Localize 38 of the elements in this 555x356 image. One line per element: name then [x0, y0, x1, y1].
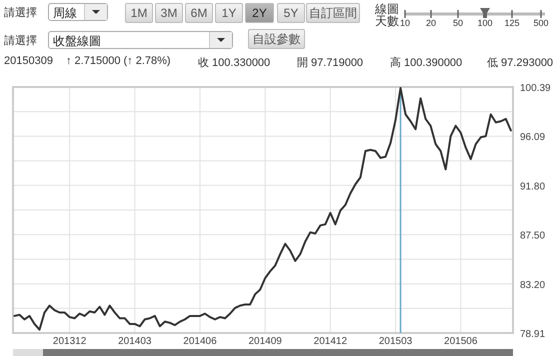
text: ↑ 2.715000 (↑ 2.78%) — [66, 55, 171, 67]
x-tick-label: 201406 — [183, 336, 218, 347]
button: 2Y — [245, 3, 274, 23]
text: 125 — [504, 18, 520, 28]
text: 20150309 — [4, 55, 53, 67]
dropdown: 收盤線圖 — [48, 31, 233, 49]
button: 1Y — [215, 3, 243, 23]
x-tick-label: 201403 — [118, 336, 152, 347]
text: 20 — [426, 18, 436, 28]
button: 自設參數 — [248, 29, 305, 49]
y-tick-label: 96.09 — [520, 132, 546, 144]
button: 3M — [155, 3, 183, 23]
y-tick-label: 91.80 — [520, 181, 546, 192]
button: 5Y — [277, 3, 305, 23]
y-tick-label: 87.50 — [520, 230, 546, 242]
x-tick-label: 201506 — [444, 336, 478, 347]
y-tick-label: 78.91 — [520, 329, 546, 340]
text: 10 — [400, 18, 410, 28]
x-tick-label: 201409 — [248, 336, 282, 347]
x-tick-label: 201312 — [52, 336, 87, 347]
dropdown: 周線 — [48, 3, 108, 21]
text: 500 — [533, 18, 549, 28]
text: 請選擇 — [4, 7, 37, 19]
text: 50 — [452, 18, 464, 28]
y-tick-label: 100.39 — [520, 83, 552, 94]
y-tick-label: 83.20 — [520, 280, 546, 291]
text: 低 97.293000 — [487, 57, 554, 69]
text: 請選擇 — [4, 35, 37, 47]
button: 6M — [185, 3, 213, 23]
text: 100 — [477, 18, 493, 28]
text: 收 100.330000 — [198, 57, 270, 69]
x-tick-label: 201412 — [314, 336, 348, 347]
text: 高 100.390000 — [390, 57, 462, 69]
button: 自訂區間 — [306, 3, 360, 23]
button: 1M — [125, 3, 153, 23]
text: 開 97.719000 — [297, 57, 364, 69]
text: 線圖天數 — [375, 2, 399, 28]
x-tick-label: 201503 — [378, 336, 413, 347]
